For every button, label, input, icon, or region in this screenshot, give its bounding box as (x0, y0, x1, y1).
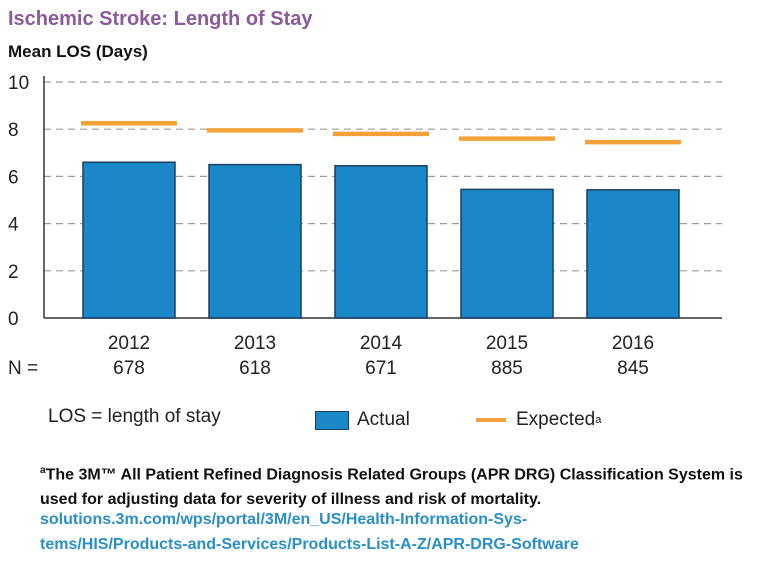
footnote-marker: a (40, 465, 46, 476)
y-tick-label: 8 (8, 120, 19, 141)
legend-actual-swatch (315, 410, 349, 430)
footnote: aThe 3M™ All Patient Refined Diagnosis R… (40, 458, 775, 512)
y-tick-label: 0 (8, 309, 19, 330)
y-tick-label: 10 (8, 73, 29, 94)
legend-expected-footnote-marker: a (595, 414, 602, 426)
actual-bar (82, 161, 176, 319)
y-tick-label: 4 (8, 215, 19, 236)
legend-note: LOS = length of stay (48, 406, 221, 427)
x-tick-label: 2013 (234, 333, 276, 354)
x-tick-label: 2014 (360, 333, 403, 354)
n-value: 845 (617, 358, 649, 379)
legend-expected-swatch (476, 418, 506, 422)
y-tick-label: 2 (8, 262, 19, 283)
footnote-text: The 3M™ All Patient Refined Diagnosis Re… (40, 466, 743, 509)
y-tick-label: 6 (8, 167, 19, 188)
bar-chart: 0 2 4 6 8 10 2012 678 2013 618 2014 671 2015 885 2016 8… (8, 73, 722, 379)
x-tick-label: 2015 (486, 333, 528, 354)
n-value: 618 (239, 358, 271, 379)
source-link-line-2[interactable]: tems/HIS/Products-and-Services/Products-… (40, 536, 579, 553)
chart-title: Ischemic Stroke: Length of Stay (8, 8, 313, 30)
actual-bar (208, 163, 302, 319)
n-value: 678 (113, 358, 145, 379)
x-tick-label: 2012 (108, 333, 150, 354)
actual-bar (334, 165, 428, 319)
legend-expected: Expected a (476, 406, 601, 434)
legend-expected-label: Expected (516, 409, 596, 430)
source-link-line-1[interactable]: solutions.3m.com/wps/portal/3M/en_US/Hea… (40, 511, 528, 528)
y-axis-label: Mean LOS (Days) (8, 42, 148, 61)
legend-actual-label: Actual (357, 409, 410, 430)
legend-actual: Actual (315, 406, 410, 434)
n-value: 671 (365, 358, 397, 379)
x-tick-label: 2016 (612, 333, 654, 354)
actual-bar (460, 188, 554, 319)
actual-bar (586, 189, 680, 319)
n-value: 885 (491, 358, 523, 379)
n-label: N = (8, 358, 38, 379)
source-link[interactable]: solutions.3m.com/wps/portal/3M/en_US/Hea… (40, 507, 780, 557)
